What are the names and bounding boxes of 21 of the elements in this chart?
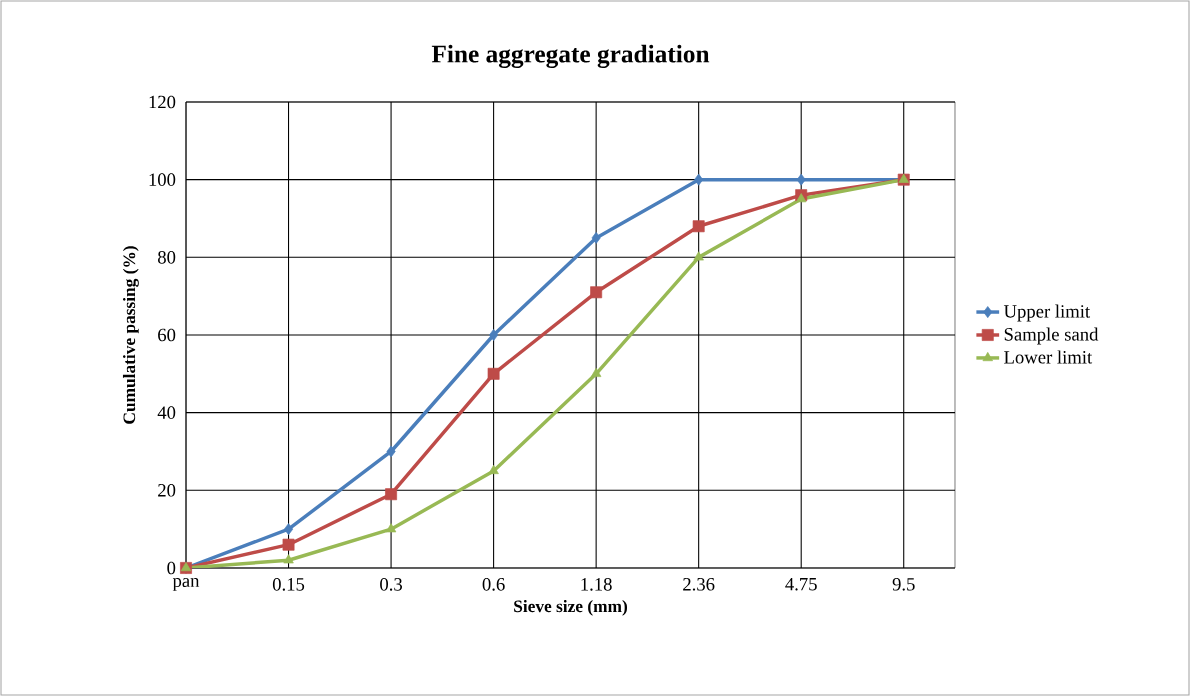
y-tick-label: 100 xyxy=(149,173,176,186)
y-tick-label: 20 xyxy=(158,484,176,497)
x-axis-title: Sieve size (mm) xyxy=(514,599,628,616)
x-tick-label: 0.3 xyxy=(380,578,403,591)
x-tick-label: 2.36 xyxy=(683,578,715,591)
x-tick-label: 0.15 xyxy=(272,578,305,591)
y-tick-label: 40 xyxy=(157,406,176,419)
x-tick-label: 9.5 xyxy=(892,578,915,591)
y-tick-label: 80 xyxy=(158,251,176,264)
legend-label: Upper limit xyxy=(1003,304,1091,322)
x-tick-label: 4.75 xyxy=(785,578,817,591)
y-tick-label: 0 xyxy=(167,561,176,575)
x-tick-label: 1.18 xyxy=(581,578,612,591)
legend-label: Sample sand xyxy=(1004,327,1099,345)
y-tick-label: 60 xyxy=(158,328,176,342)
x-tick-label: pan xyxy=(172,578,200,591)
y-axis-title: Cumulative passing (%) xyxy=(122,246,139,424)
x-tick-label: 0.6 xyxy=(482,578,505,591)
y-tick-label: 120 xyxy=(149,95,176,109)
legend-label: Lower limit xyxy=(1004,350,1093,364)
chart-title: Fine aggregate gradiation xyxy=(431,44,710,68)
